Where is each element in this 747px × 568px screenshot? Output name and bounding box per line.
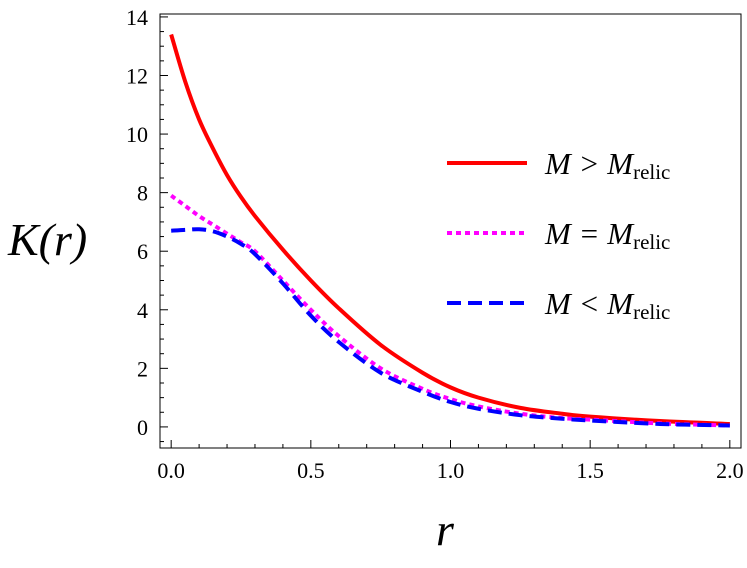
legend-label: M > Mrelic bbox=[544, 146, 670, 184]
legend: M > Mrelic M = Mrelic M < Mrelic bbox=[447, 146, 670, 324]
y-axis-label: K(r) bbox=[7, 214, 87, 265]
x-axis-label: r bbox=[436, 504, 455, 555]
x-tick-label: 0.5 bbox=[297, 458, 325, 483]
x-tick-label: 1.5 bbox=[576, 458, 604, 483]
series-lines bbox=[169, 33, 730, 428]
series-line-2 bbox=[169, 193, 730, 428]
y-tick-label: 6 bbox=[137, 239, 148, 264]
legend-label: M < Mrelic bbox=[544, 286, 670, 324]
x-tick-label: 2.0 bbox=[716, 458, 744, 483]
x-tick-label: 1.0 bbox=[437, 458, 465, 483]
y-tick-label: 14 bbox=[126, 5, 148, 30]
legend-label: M = Mrelic bbox=[544, 216, 670, 254]
y-tick-label: 2 bbox=[137, 356, 148, 381]
x-tick-label: 0.0 bbox=[157, 458, 185, 483]
y-tick-label: 0 bbox=[137, 415, 148, 440]
y-tick-label: 12 bbox=[126, 63, 148, 88]
series-line-3 bbox=[171, 227, 730, 428]
series-line-1 bbox=[169, 33, 730, 426]
y-tick-label: 8 bbox=[137, 181, 148, 206]
y-tick-label: 4 bbox=[137, 298, 148, 323]
axis-ticks: 0.0 0.5 1.0 1.5 2.0 0 2 4 6 8 10 12 14 bbox=[126, 5, 744, 483]
y-tick-label: 10 bbox=[126, 122, 148, 147]
